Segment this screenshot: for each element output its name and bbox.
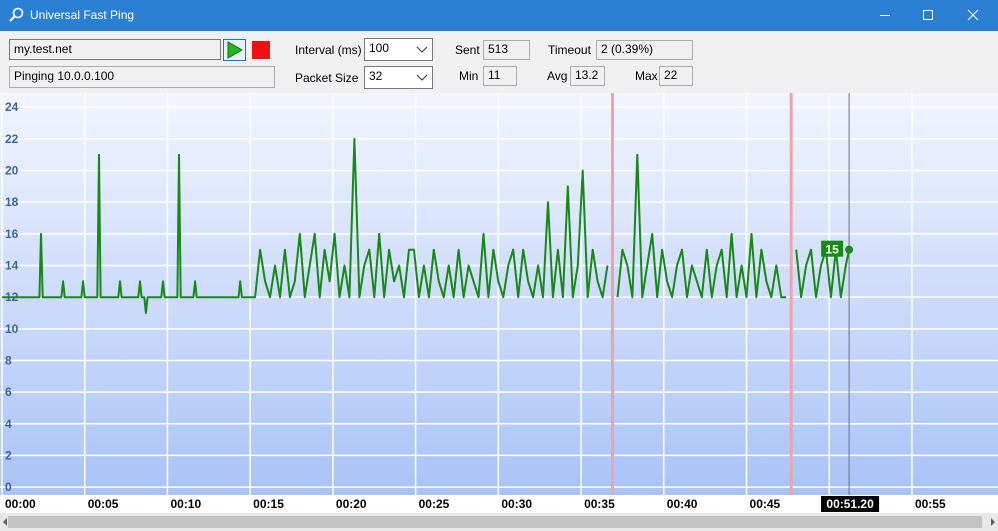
- run-buttons[interactable]: [223, 39, 275, 61]
- y-tick-label: 8: [5, 353, 12, 367]
- scroll-left[interactable]: [3, 518, 7, 526]
- last-value-label: 15: [825, 243, 839, 257]
- x-tick-label: 00:40: [667, 497, 698, 511]
- x-axis-strip: [0, 495, 998, 513]
- last-value-box: [821, 240, 844, 257]
- packet-label: Packet Size: [295, 71, 359, 85]
- interval-value: 100: [369, 41, 390, 55]
- x-tick-label: 00:20: [336, 497, 367, 511]
- x-tick-label: 00:10: [170, 497, 201, 511]
- max-label: Max: [635, 69, 658, 83]
- scroll-right[interactable]: [991, 518, 995, 526]
- x-tick-label: 00:05: [88, 497, 119, 511]
- packet-select[interactable]: 32: [364, 66, 433, 89]
- y-tick-label: 20: [5, 164, 19, 178]
- y-tick-label: 4: [5, 417, 12, 431]
- window-title: Universal Fast Ping: [30, 8, 135, 22]
- x-tick-label: 00:35: [584, 497, 615, 511]
- title-bar: Universal Fast Ping: [0, 0, 998, 31]
- window-buttons[interactable]: [860, 0, 998, 31]
- y-tick-label: 10: [5, 322, 19, 336]
- status-box: Pinging 10.0.0.100: [9, 66, 275, 88]
- avg-value: 13.2: [570, 66, 605, 86]
- cursor-label: 00:51.20: [826, 497, 874, 511]
- ping-line: [2, 137, 851, 314]
- y-tick-label: 18: [5, 195, 19, 209]
- y-tick-label: 14: [5, 259, 19, 273]
- min-label: Min: [459, 69, 479, 83]
- last-point: [845, 245, 854, 254]
- interval-label: Interval (ms): [295, 43, 362, 57]
- app-icon: [9, 7, 24, 22]
- x-tick-label: 00:55: [915, 497, 946, 511]
- y-tick-label: 16: [5, 227, 19, 241]
- min-value: 11: [483, 66, 517, 86]
- sent-value: 513: [483, 40, 530, 60]
- sent-label: Sent: [455, 43, 480, 57]
- x-tick-label: 00:00: [5, 497, 36, 511]
- avg-label: Avg: [547, 69, 568, 83]
- x-tick-label: 00:15: [253, 497, 284, 511]
- cursor-label-box: [821, 496, 880, 512]
- dropdown-arrow: [416, 74, 428, 81]
- max-value: 22: [659, 66, 693, 86]
- x-tick-label: 00:25: [419, 497, 450, 511]
- y-tick-label: 0: [5, 480, 12, 494]
- x-tick-label: 00:45: [750, 497, 781, 511]
- y-tick-label: 6: [5, 385, 12, 399]
- interval-select[interactable]: 100: [364, 38, 433, 61]
- host-input[interactable]: my.test.net: [9, 39, 221, 60]
- packet-value: 32: [369, 69, 383, 83]
- timeout-value: 2 (0.39%): [596, 40, 693, 60]
- y-tick-label: 22: [5, 132, 19, 146]
- x-tick-label: 00:30: [501, 497, 532, 511]
- timeout-label: Timeout: [548, 43, 591, 57]
- y-tick-label: 2: [5, 448, 12, 462]
- dropdown-arrow: [416, 46, 428, 53]
- scrollbar-thumb[interactable]: [8, 516, 982, 528]
- y-tick-label: 24: [5, 100, 19, 114]
